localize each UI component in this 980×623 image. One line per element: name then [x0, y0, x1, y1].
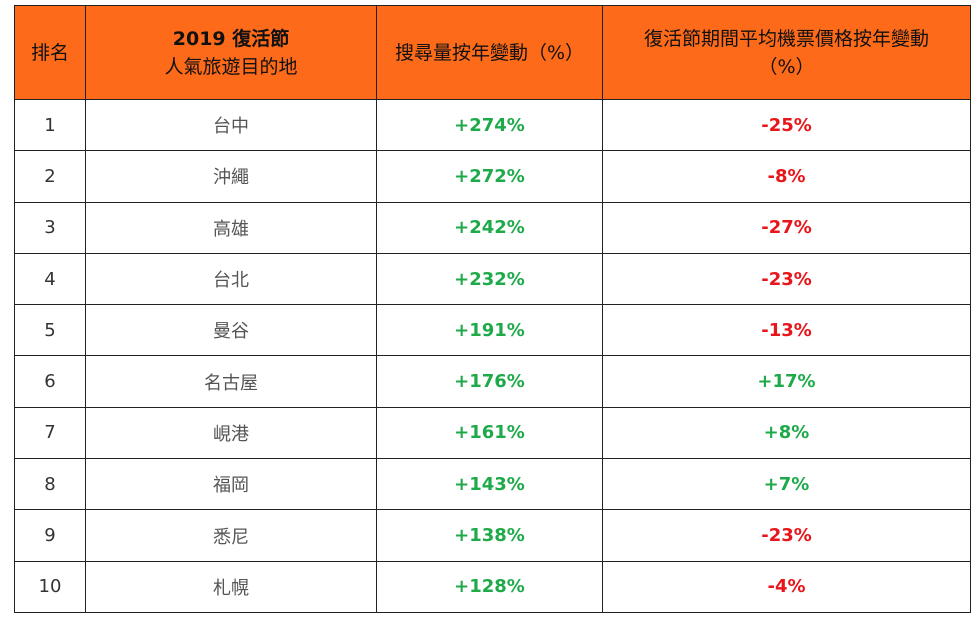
destination-cell: 台中: [85, 98, 377, 152]
destination-header: 2019 復活節 人氣旅遊目的地: [85, 5, 377, 100]
search-change-cell: +232%: [376, 252, 603, 306]
destination-cell: 名古屋: [85, 355, 377, 408]
rank-cell: 1: [14, 98, 86, 152]
rank-header-label: 排名: [30, 41, 69, 64]
search-change-cell: +161%: [376, 406, 603, 460]
table-row: 4 台北 +232% -23%: [14, 252, 971, 306]
price-change-header: 復活節期間平均機票價格按年變動 （%）: [602, 5, 971, 100]
price-change-cell: +17%: [602, 355, 971, 408]
search-change-cell: +274%: [376, 98, 603, 152]
price-change-cell: +8%: [602, 406, 971, 460]
rank-cell: 10: [14, 560, 86, 613]
price-change-cell: -27%: [602, 201, 971, 254]
price-change-header-line1: 復活節期間平均機票價格按年變動: [643, 27, 929, 50]
search-change-header-label: 搜尋量按年變動（%）: [394, 41, 585, 64]
price-change-cell: +7%: [602, 458, 971, 511]
price-change-cell: -23%: [602, 252, 971, 306]
price-change-cell: -4%: [602, 560, 971, 613]
destination-cell: 高雄: [85, 201, 377, 254]
search-change-cell: +176%: [376, 355, 603, 408]
price-change-header-line2: （%）: [758, 55, 815, 78]
table-row: 2 沖繩 +272% -8%: [14, 150, 971, 203]
search-change-cell: +138%: [376, 509, 603, 562]
search-change-cell: +272%: [376, 150, 603, 203]
rank-cell: 5: [14, 304, 86, 357]
table-row: 5 曼谷 +191% -13%: [14, 304, 971, 357]
search-change-cell: +143%: [376, 458, 603, 511]
table-row: 10 札幌 +128% -4%: [14, 560, 971, 613]
rank-cell: 6: [14, 355, 86, 408]
rank-cell: 2: [14, 150, 86, 203]
rank-cell: 7: [14, 406, 86, 460]
destination-cell: 福岡: [85, 458, 377, 511]
easter-destinations-table: 排名 2019 復活節 人氣旅遊目的地 搜尋量按年變動（%） 復活節期間平均機票…: [14, 5, 971, 613]
table-row: 7 峴港 +161% +8%: [14, 406, 971, 460]
destination-cell: 悉尼: [85, 509, 377, 562]
header-row: 排名 2019 復活節 人氣旅遊目的地 搜尋量按年變動（%） 復活節期間平均機票…: [14, 5, 971, 100]
destination-cell: 台北: [85, 252, 377, 306]
search-change-header: 搜尋量按年變動（%）: [376, 5, 603, 100]
destination-cell: 曼谷: [85, 304, 377, 357]
table-row: 8 福岡 +143% +7%: [14, 458, 971, 511]
destination-cell: 札幌: [85, 560, 377, 613]
table-row: 9 悉尼 +138% -23%: [14, 509, 971, 562]
search-change-cell: +242%: [376, 201, 603, 254]
destination-header-label: 人氣旅遊目的地: [164, 55, 298, 78]
destination-cell: 峴港: [85, 406, 377, 460]
search-change-cell: +191%: [376, 304, 603, 357]
price-change-cell: -13%: [602, 304, 971, 357]
price-change-cell: -25%: [602, 98, 971, 152]
table-row: 1 台中 +274% -25%: [14, 98, 971, 152]
destination-header-year: 2019 復活節: [172, 27, 290, 50]
table-row: 6 名古屋 +176% +17%: [14, 355, 971, 408]
rank-header: 排名: [14, 5, 86, 100]
price-change-cell: -8%: [602, 150, 971, 203]
table-row: 3 高雄 +242% -27%: [14, 201, 971, 254]
rank-cell: 4: [14, 252, 86, 306]
table-body: 1 台中 +274% -25% 2 沖繩 +272% -8% 3 高雄 +242% -27% 4 台北 +2…: [14, 98, 971, 613]
rank-cell: 8: [14, 458, 86, 511]
rank-cell: 3: [14, 201, 86, 254]
rank-cell: 9: [14, 509, 86, 562]
price-change-cell: -23%: [602, 509, 971, 562]
destination-cell: 沖繩: [85, 150, 377, 203]
search-change-cell: +128%: [376, 560, 603, 613]
